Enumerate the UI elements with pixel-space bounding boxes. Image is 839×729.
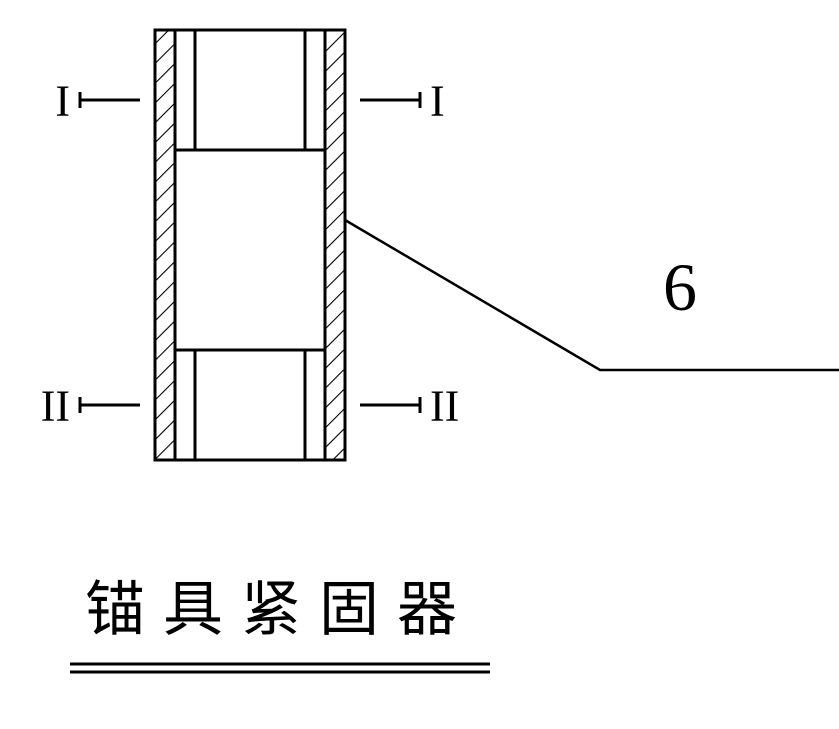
- section-label-3: II: [430, 381, 459, 430]
- caption-char-4: 器: [397, 577, 457, 643]
- section-label-2: II: [41, 381, 70, 430]
- caption-char-2: 紧: [241, 577, 301, 643]
- caption-char-1: 具: [163, 577, 223, 643]
- caption-char-3: 固: [319, 577, 379, 643]
- section-label-0: I: [55, 76, 70, 125]
- hatched-wall-left: [155, 30, 175, 460]
- caption-char-0: 锚: [85, 577, 145, 643]
- hatched-wall-right: [325, 30, 345, 460]
- section-label-1: I: [430, 76, 445, 125]
- leader-label: 6: [663, 249, 697, 325]
